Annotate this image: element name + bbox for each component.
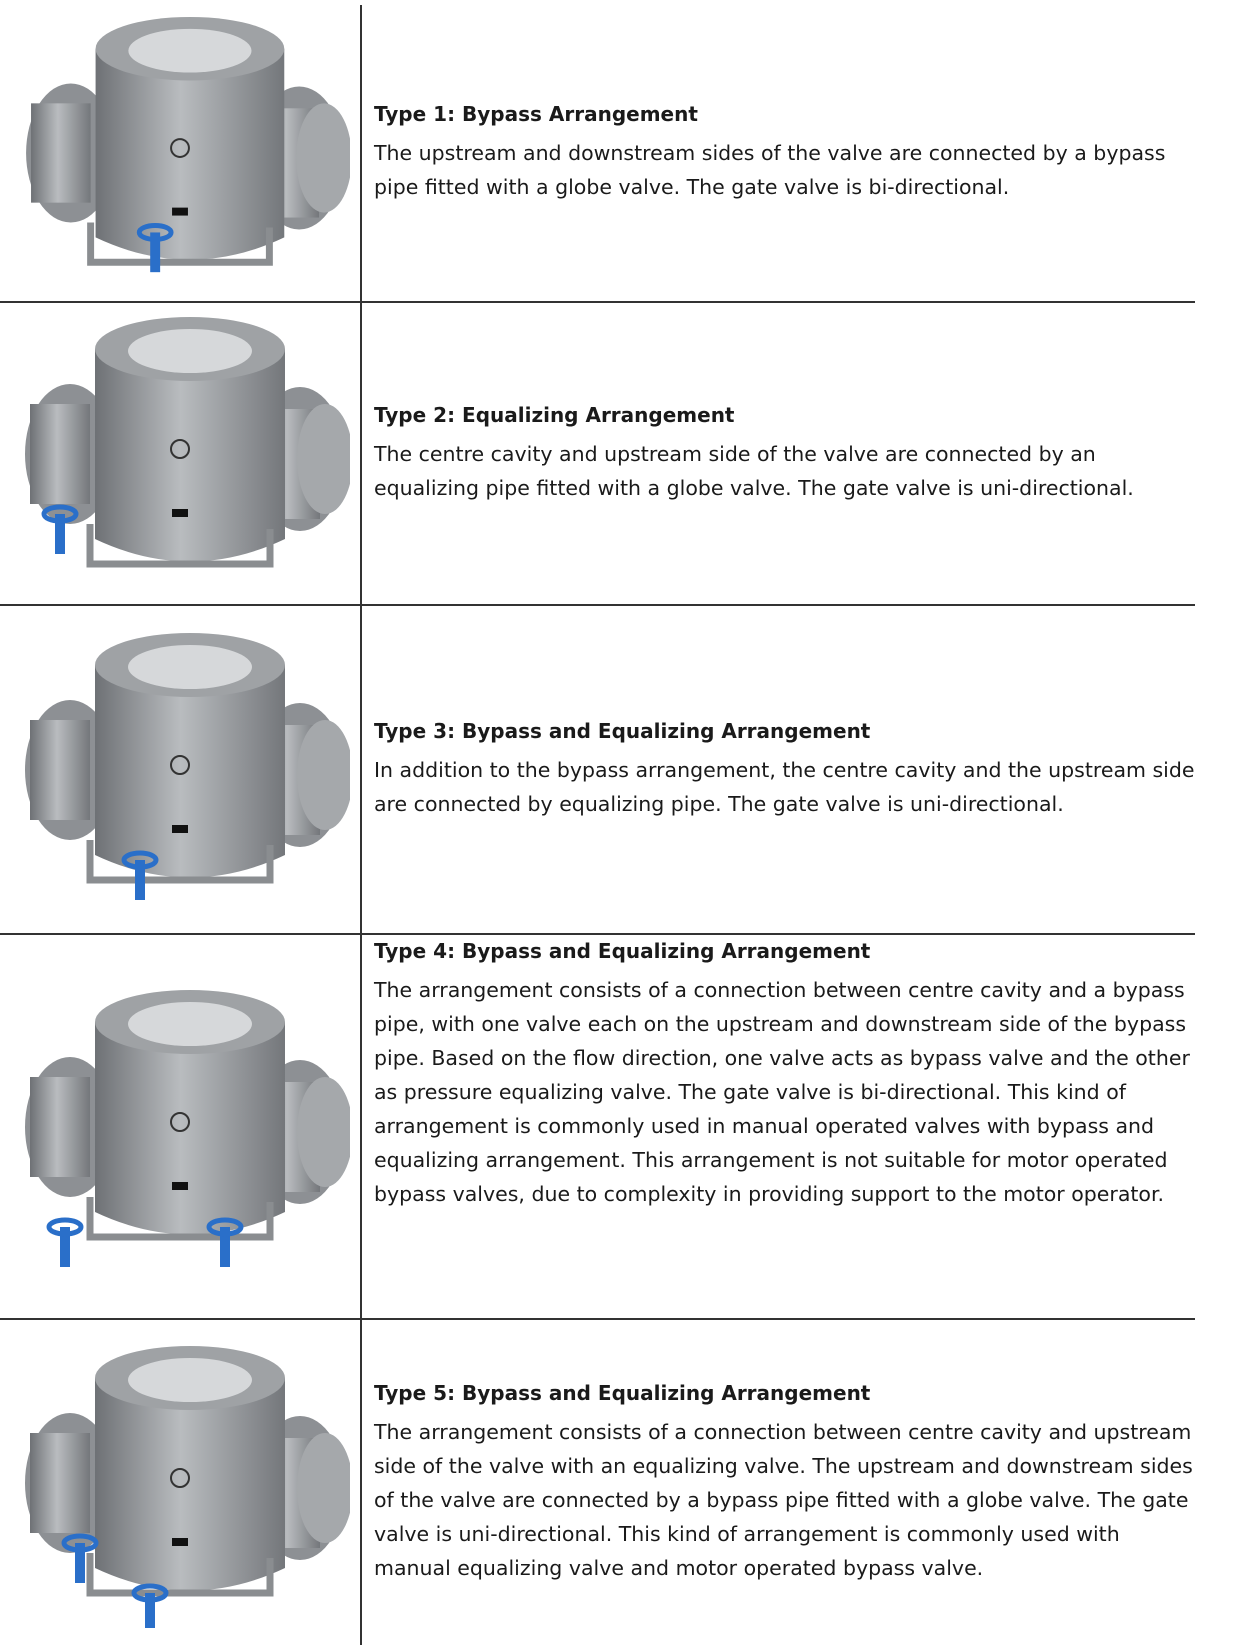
valve-illustration	[24, 631, 350, 915]
valve-body	[24, 988, 350, 1235]
description-cell: Type 4: Bypass and Equalizing Arrangemen…	[362, 935, 1195, 1318]
row-title: Type 5: Bypass and Equalizing Arrangemen…	[374, 1380, 871, 1405]
row-text: In addition to the bypass arrangement, t…	[374, 757, 1195, 816]
bypass-pipe	[86, 1552, 274, 1596]
globe-valve	[49, 1220, 81, 1267]
row-title: Type 1: Bypass Arrangement	[374, 102, 698, 126]
row-title: Type 4: Bypass and Equalizing Arrangemen…	[374, 939, 871, 963]
table-row: Type 1: Bypass Arrangement The upstream a…	[0, 5, 1195, 303]
bypass-pipe	[86, 523, 274, 567]
table-row: Type 2: Equalizing Arrangement The centre…	[0, 303, 1195, 606]
row-text: The centre cavity and upstream side of t…	[374, 441, 1134, 500]
row-title: Type 2: Equalizing Arrangement	[374, 402, 735, 427]
table-row: Type 5: Bypass and Equalizing Arrangemen…	[0, 1320, 1195, 1645]
description-cell: Type 2: Equalizing Arrangement The centre…	[362, 303, 1195, 604]
table-row: Type 3: Bypass and Equalizing Arrangemen…	[0, 606, 1195, 935]
arrangement-table: Type 1: Bypass Arrangement The upstream a…	[0, 5, 1195, 1645]
valve-illustration	[24, 1344, 350, 1628]
valve-illustration	[24, 988, 350, 1272]
valve-illustration	[24, 315, 350, 567]
row-text: The arrangement consists of a connection…	[374, 978, 1190, 1206]
valve-body	[24, 315, 350, 562]
valve-image-cell	[0, 606, 362, 933]
description-cell: Type 3: Bypass and Equalizing Arrangemen…	[362, 606, 1195, 933]
row-title: Type 3: Bypass and Equalizing Arrangemen…	[374, 718, 871, 743]
bypass-pipe	[87, 222, 273, 266]
table-row: Type 4: Bypass and Equalizing Arrangemen…	[0, 935, 1195, 1320]
row-text: The upstream and downstream sides of the…	[374, 141, 1166, 199]
valve-illustration	[25, 15, 350, 297]
bypass-pipe	[86, 839, 274, 883]
description-cell: Type 5: Bypass and Equalizing Arrangemen…	[362, 1320, 1195, 1645]
row-text: The arrangement consists of a connection…	[374, 1419, 1193, 1580]
description-cell: Type 1: Bypass Arrangement The upstream a…	[362, 5, 1195, 301]
valve-image-cell	[0, 935, 362, 1318]
valve-body	[25, 15, 350, 261]
valve-image-cell	[0, 303, 362, 604]
valve-image-cell	[0, 5, 362, 301]
valve-body	[24, 1344, 350, 1591]
valve-image-cell	[0, 1320, 362, 1645]
valve-body	[24, 631, 350, 878]
bypass-pipe	[86, 1196, 274, 1240]
